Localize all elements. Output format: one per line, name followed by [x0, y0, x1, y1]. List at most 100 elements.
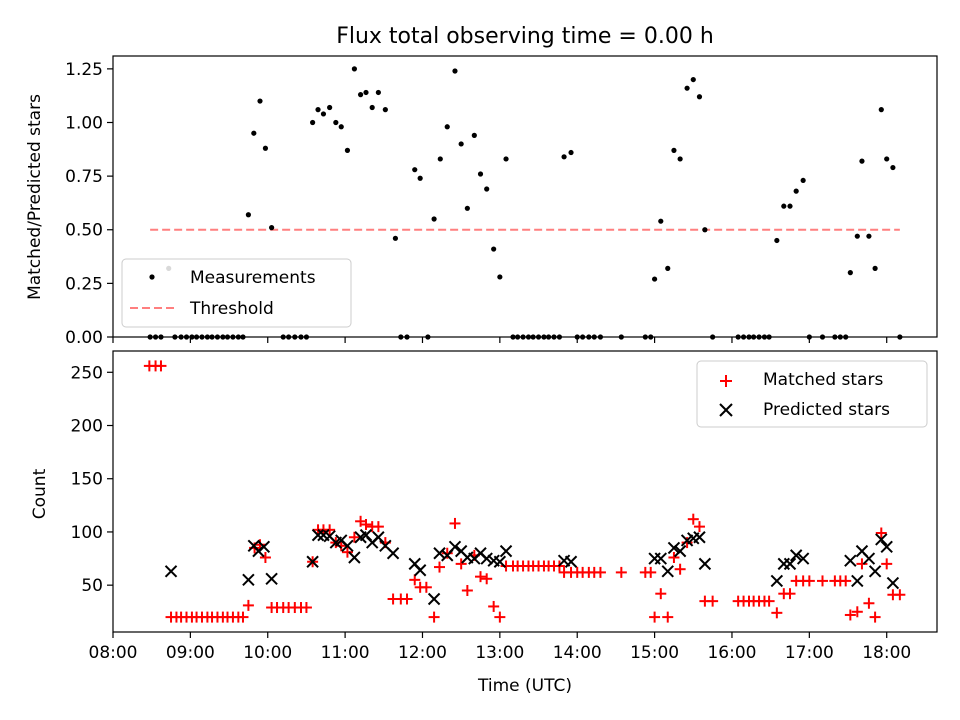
- measurement-point: [392, 235, 399, 241]
- measurement-point: [497, 274, 503, 280]
- matched-star-point: [434, 561, 446, 573]
- predicted-star-point: [673, 544, 687, 558]
- x-tick-label: 16:00: [707, 643, 756, 663]
- measurement-point: [251, 130, 257, 136]
- predicted-star-point: [654, 552, 667, 565]
- measurement-point: [315, 107, 321, 113]
- matched-star-point: [875, 527, 887, 539]
- matched-star-point: [237, 611, 249, 623]
- matched-star-point: [441, 547, 453, 559]
- measurement-point: [866, 233, 872, 239]
- bottom-y-tick-label: 200: [71, 417, 103, 437]
- matched-star-point: [844, 609, 856, 621]
- matched-star-point: [649, 611, 661, 623]
- measurement-point: [257, 98, 263, 104]
- measurement-point: [854, 233, 860, 239]
- top-legend-box: [121, 258, 352, 328]
- predicted-star-point: [306, 555, 319, 568]
- x-tick-label: 12:00: [398, 643, 447, 663]
- top-legend: Measurements Threshold: [121, 258, 352, 328]
- matched-star-point: [335, 540, 347, 552]
- matched-star-point: [242, 599, 254, 611]
- measurement-point: [357, 92, 364, 98]
- bottom-y-ticks: 50 100 150 200 250: [71, 363, 113, 596]
- measurement-point: [690, 76, 696, 83]
- predicted-star-point: [480, 552, 493, 565]
- top-y-tick-label: 1.00: [65, 113, 103, 133]
- bottom-plot-area: [143, 360, 906, 623]
- matched-star-point: [259, 551, 271, 563]
- matched-star-point: [662, 611, 674, 623]
- bottom-y-tick-label: 250: [71, 363, 103, 383]
- matched-star-point: [594, 566, 606, 578]
- x-tick-label: 14:00: [553, 643, 602, 663]
- measurement-point: [884, 156, 890, 162]
- x-tick-label: 09:00: [166, 643, 215, 663]
- predicted-star-point: [372, 531, 385, 544]
- matched-star-point: [409, 574, 421, 586]
- matched-star-point: [851, 606, 863, 618]
- predicted-star-point: [789, 549, 803, 562]
- measurement-point: [665, 265, 671, 271]
- predicted-star-point: [886, 576, 900, 590]
- top-axes-frame: [112, 55, 938, 338]
- matched-star-point: [645, 566, 657, 578]
- measurement-point: [382, 107, 388, 113]
- matched-star-point: [687, 513, 699, 525]
- matched-star-point: [494, 611, 506, 623]
- matched-star-point: [449, 517, 461, 529]
- x-tick-label: 18:00: [862, 643, 911, 663]
- x-tick-label: 08:00: [89, 643, 138, 663]
- measurement-point: [245, 212, 251, 218]
- matched-star-point: [869, 611, 881, 623]
- top-y-tick-label: 0.25: [65, 274, 103, 294]
- measurement-point: [412, 167, 418, 173]
- top-y-tick-label: 0.75: [65, 167, 103, 187]
- predicted-star-point: [851, 574, 864, 588]
- predicted-star-point: [796, 552, 810, 565]
- measurement-point: [878, 107, 884, 113]
- matched-star-point: [771, 607, 783, 619]
- measurement-point: [464, 205, 470, 211]
- measurement-point: [320, 111, 327, 117]
- threshold-legend-label: Threshold: [189, 299, 274, 319]
- measurement-point: [677, 156, 683, 162]
- predicted-star-point: [783, 557, 797, 571]
- matched-star-point: [816, 575, 828, 587]
- predicted-star-point: [698, 557, 712, 571]
- measurement-point: [651, 276, 658, 282]
- measurement-point: [262, 145, 269, 151]
- predicted-star-point: [265, 572, 278, 585]
- measurement-point: [702, 227, 708, 233]
- measurement-point: [503, 156, 509, 162]
- measurement-point: [363, 89, 369, 96]
- predicted-star-point: [868, 565, 882, 578]
- matched-star-point: [655, 588, 667, 600]
- predicted-star-point: [667, 541, 681, 555]
- matched-star-point: [372, 521, 384, 533]
- x-tick-label: 11:00: [321, 643, 370, 663]
- x-tick-label: 15:00: [630, 643, 679, 663]
- predicted-star-point: [348, 551, 361, 564]
- measurement-point: [872, 265, 878, 271]
- measurement-point: [333, 119, 339, 126]
- bottom-legend: Matched stars Predicted stars: [696, 360, 928, 428]
- measurement-point: [471, 132, 477, 138]
- measurement-point: [269, 225, 275, 231]
- predicted-star-point: [770, 574, 784, 588]
- predicted-star-point: [493, 555, 507, 568]
- matched-star-point: [461, 584, 473, 596]
- measurement-point: [859, 158, 865, 164]
- matched-stars-legend-marker: [720, 375, 732, 387]
- predicted-star-point: [693, 531, 706, 544]
- predicted-star-point: [862, 552, 876, 565]
- matched-star-point: [693, 521, 705, 533]
- measurement-point: [452, 68, 458, 74]
- measurement-point: [338, 124, 344, 130]
- predicted-star-point: [164, 565, 178, 578]
- measurement-point: [658, 218, 664, 224]
- predicted-star-point: [242, 573, 255, 587]
- top-y-ticks: 0.00 0.25 0.50 0.75 1.00 1.25: [65, 60, 113, 348]
